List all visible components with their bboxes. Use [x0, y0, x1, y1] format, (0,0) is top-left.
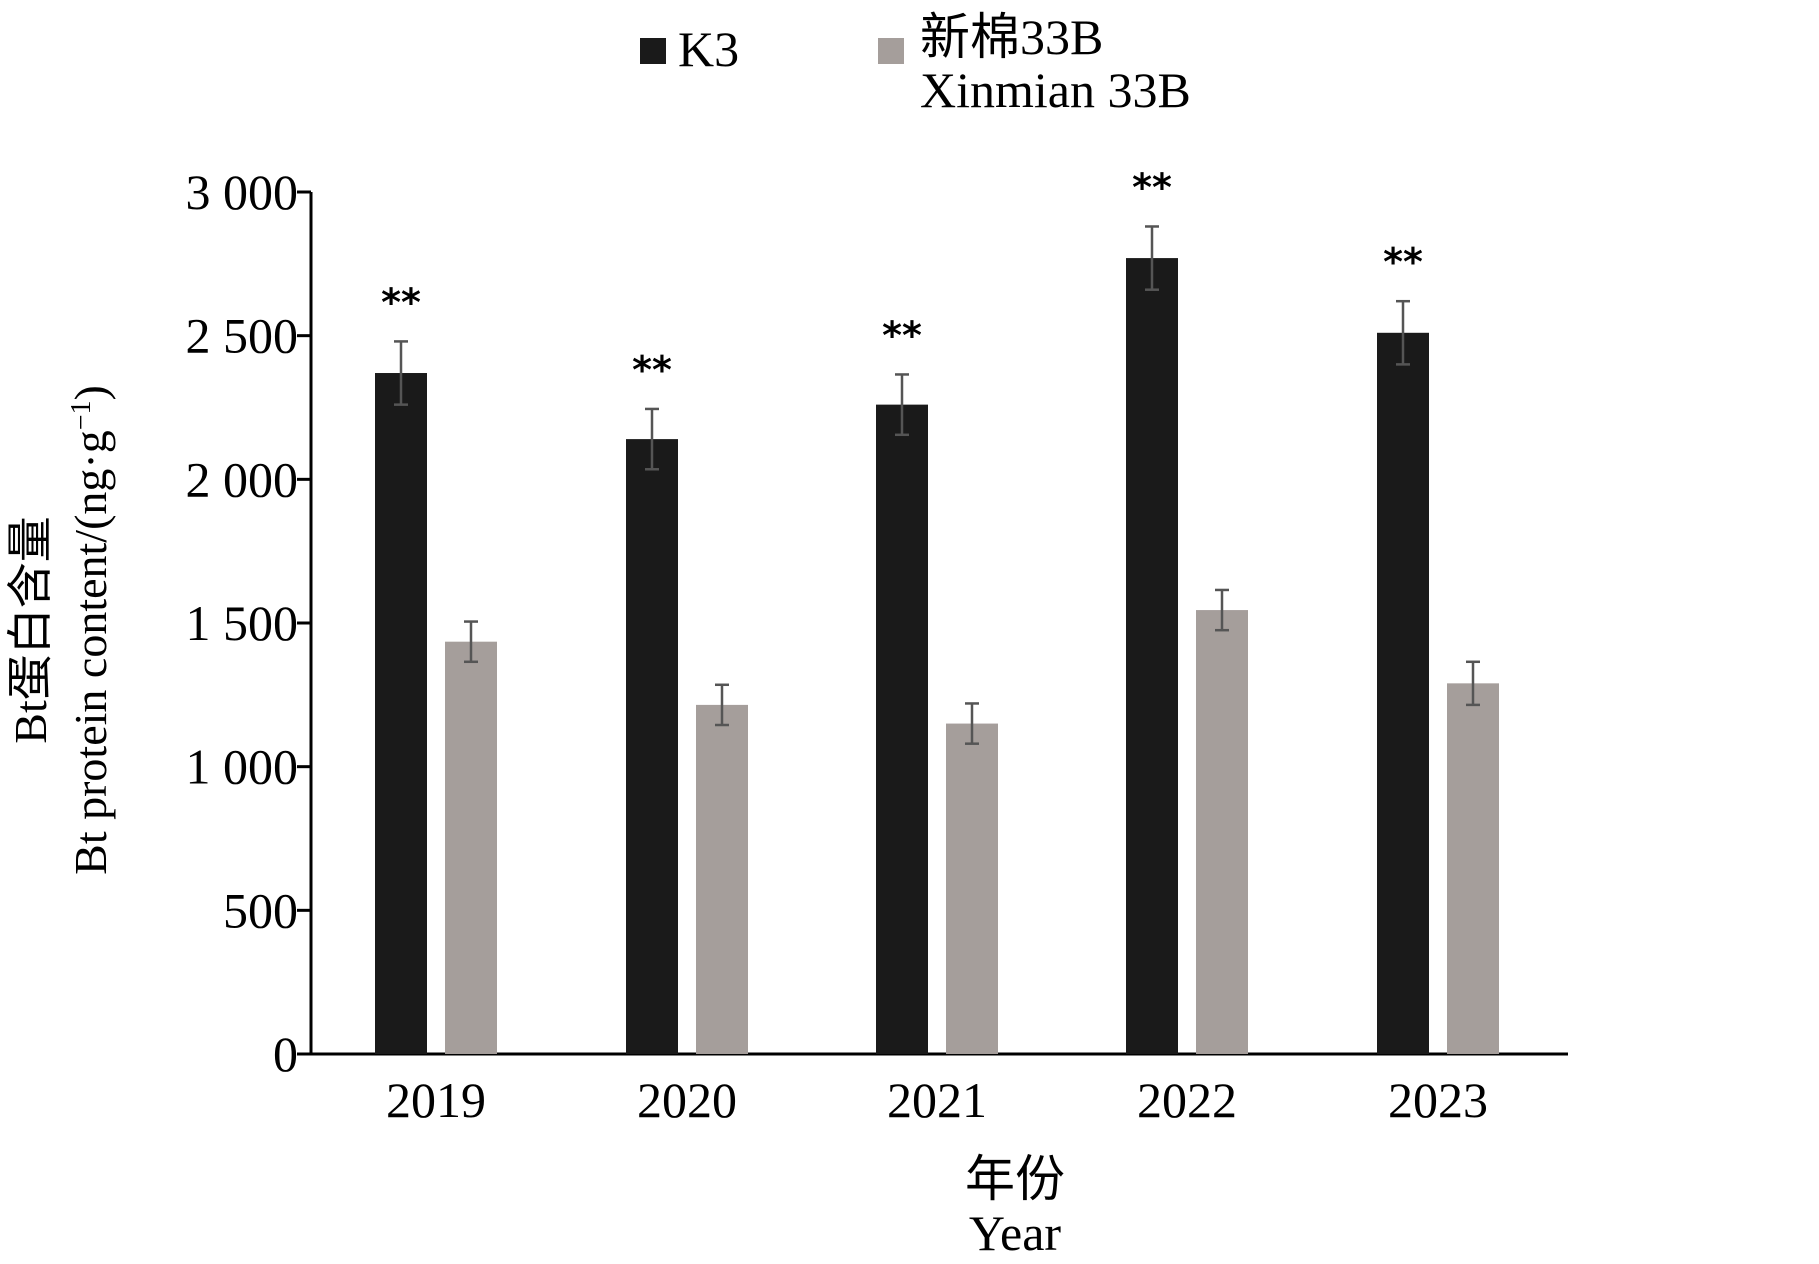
legend-swatch-k3 — [640, 38, 666, 64]
significance-marker: ** — [1132, 165, 1172, 209]
y-tick-label: 0 — [273, 1026, 298, 1082]
legend-label-k3: K3 — [678, 21, 739, 77]
plot-area: 0 500 1 000 1 500 2 000 2 500 3 000 ** 2019 ** 202… — [186, 164, 1568, 1128]
bar-xinmian-2021 — [946, 723, 998, 1054]
y-tick-label: 2 000 — [186, 451, 299, 507]
x-tick-label: 2023 — [1388, 1072, 1488, 1128]
y-axis-title-en-end: ) — [65, 385, 116, 400]
bar-k3-2021 — [876, 404, 928, 1054]
y-axis-title-en: Bt protein content/(ng·g−1) — [65, 385, 116, 875]
x-axis-title-en: Year — [969, 1205, 1061, 1261]
legend-label-xinmian-cn: 新棉33B — [920, 9, 1103, 65]
x-tick-label: 2020 — [637, 1072, 737, 1128]
bar-k3-2023 — [1377, 332, 1429, 1054]
significance-marker: ** — [1383, 240, 1423, 284]
bar-xinmian-2022 — [1196, 610, 1248, 1054]
x-tick-label: 2019 — [386, 1072, 486, 1128]
y-tick-label: 2 500 — [186, 308, 299, 364]
bar-k3-2022 — [1126, 258, 1178, 1054]
legend: K3 新棉33B Xinmian 33B — [640, 9, 1191, 118]
y-tick-label: 500 — [223, 882, 298, 938]
y-tick-label: 3 000 — [186, 164, 299, 220]
x-tick-label: 2022 — [1137, 1072, 1237, 1128]
significance-marker: ** — [632, 348, 672, 392]
y-axis-title-en-sup: −1 — [66, 400, 97, 430]
legend-label-xinmian-en: Xinmian 33B — [920, 62, 1191, 118]
x-tick-label: 2021 — [887, 1072, 987, 1128]
significance-marker: ** — [882, 313, 922, 357]
bar-xinmian-2020 — [696, 704, 748, 1054]
legend-swatch-xinmian — [878, 38, 904, 64]
y-axis-title-cn: Bt蛋白含量 — [5, 516, 56, 743]
bar-xinmian-2023 — [1447, 683, 1499, 1054]
x-axis-title-cn: 年份 — [965, 1151, 1065, 1207]
y-tick-label: 1 500 — [186, 595, 299, 651]
significance-marker: ** — [381, 280, 421, 324]
y-axis-title-en-main: Bt protein content/(ng·g — [65, 430, 116, 875]
y-tick-label: 1 000 — [186, 739, 299, 795]
bar-k3-2020 — [626, 439, 678, 1054]
bar-k3-2019 — [375, 373, 427, 1054]
bar-xinmian-2019 — [445, 641, 497, 1054]
